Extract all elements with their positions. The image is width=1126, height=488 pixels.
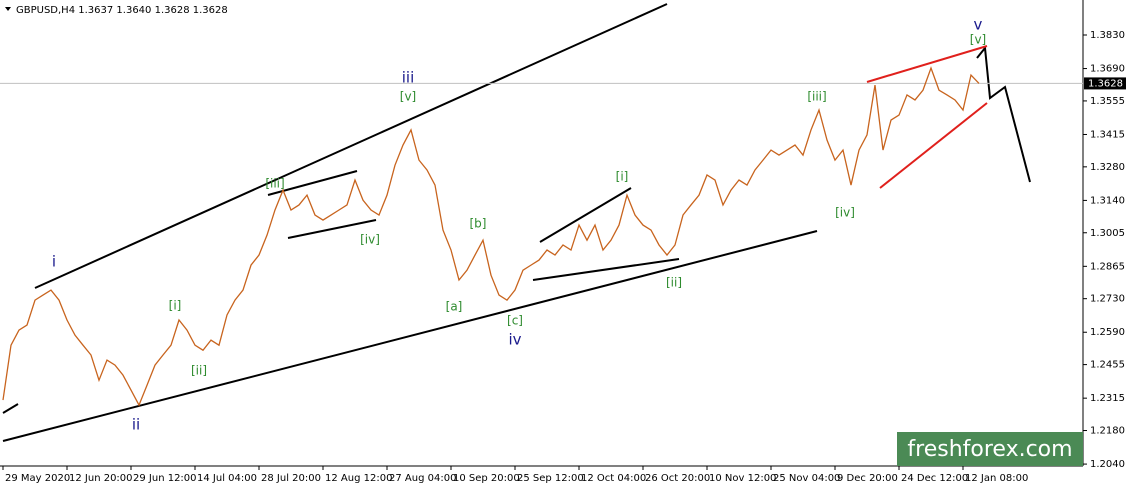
y-tick-label: 1.2040: [1090, 459, 1125, 470]
wave-label: [ii]: [666, 276, 682, 290]
wave-label: [v]: [400, 90, 416, 104]
watermark: freshforex.com: [907, 437, 1072, 462]
y-tick-label: 1.3140: [1090, 195, 1125, 206]
x-tick-label: 9 Dec 20:00: [837, 473, 898, 484]
wave-label: [iv]: [360, 233, 380, 247]
wave-label: iv: [508, 331, 521, 349]
wave-label: [b]: [470, 217, 487, 231]
x-tick-label: 27 Aug 04:00: [389, 473, 456, 484]
y-tick-label: 1.3690: [1090, 64, 1125, 75]
wave-label: v: [974, 16, 983, 34]
x-tick-label: 29 May 2020: [5, 473, 70, 484]
x-tick-label: 12 Jan 08:00: [965, 473, 1028, 484]
watermark-box: [897, 432, 1083, 466]
y-tick-label: 1.2590: [1090, 327, 1125, 338]
wedge-lines: [866, 45, 988, 189]
wave-label: [iv]: [835, 206, 855, 220]
x-tick-label: 10 Nov 12:00: [709, 473, 776, 484]
price-line: [2, 66, 980, 407]
chart-title: GBPUSD,H4 1.3637 1.3640 1.3628 1.3628: [16, 5, 228, 16]
x-tick-label: 10 Sep 20:00: [453, 473, 520, 484]
wave-label: [v]: [970, 33, 986, 47]
forecast-path: [976, 45, 1031, 183]
y-tick-label: 1.3415: [1090, 129, 1125, 140]
trend-stub: [2, 403, 19, 414]
wedge-lower: [879, 102, 988, 189]
menu-arrow[interactable]: [5, 7, 11, 11]
channel-lower: [2, 230, 818, 442]
y-tick-label: 1.2730: [1090, 294, 1125, 305]
y-tick-label: 1.3280: [1090, 162, 1125, 173]
y-tick-label: 1.3830: [1090, 30, 1125, 41]
channel-upper: [34, 3, 668, 289]
triangle-upper: [539, 187, 632, 243]
x-tick-label: 24 Dec 12:00: [901, 473, 968, 484]
wave-label: iii: [402, 69, 415, 87]
x-tick-label: 12 Oct 04:00: [581, 473, 646, 484]
wave-label: [c]: [507, 314, 523, 328]
y-tick-label: 1.3005: [1090, 228, 1125, 239]
y-tick-label: 1.2865: [1090, 261, 1125, 272]
current-price-label: 1.3628: [1088, 78, 1123, 89]
x-tick-label: 12 Aug 12:00: [325, 473, 392, 484]
wave-label: [i]: [616, 170, 629, 184]
triangle-lower: [287, 219, 377, 239]
wave-label: [a]: [446, 300, 463, 314]
wave-label: [iii]: [265, 177, 284, 191]
x-tick-label: 12 Jun 20:00: [69, 473, 133, 484]
wave-label: i: [52, 253, 56, 271]
x-tick-label: 14 Jul 04:00: [197, 473, 257, 484]
x-tick-label: 25 Nov 04:00: [773, 473, 840, 484]
wave-label: [i]: [169, 299, 182, 313]
wave-label: [iii]: [807, 90, 826, 104]
x-tick-label: 26 Oct 20:00: [645, 473, 710, 484]
y-tick-label: 1.2455: [1090, 360, 1125, 371]
triangle-lower: [532, 258, 680, 281]
wave-label: ii: [132, 416, 140, 434]
y-tick-label: 1.2180: [1090, 426, 1125, 437]
x-tick-label: 28 Jul 20:00: [261, 473, 321, 484]
y-tick-label: 1.2315: [1090, 393, 1125, 404]
current-price-box: [1084, 77, 1126, 90]
x-tick-label: 25 Sep 12:00: [517, 473, 584, 484]
wave-label: [ii]: [191, 364, 207, 378]
x-tick-label: 29 Jun 12:00: [133, 473, 197, 484]
y-tick-label: 1.3555: [1090, 96, 1125, 107]
wedge-upper: [866, 45, 988, 83]
